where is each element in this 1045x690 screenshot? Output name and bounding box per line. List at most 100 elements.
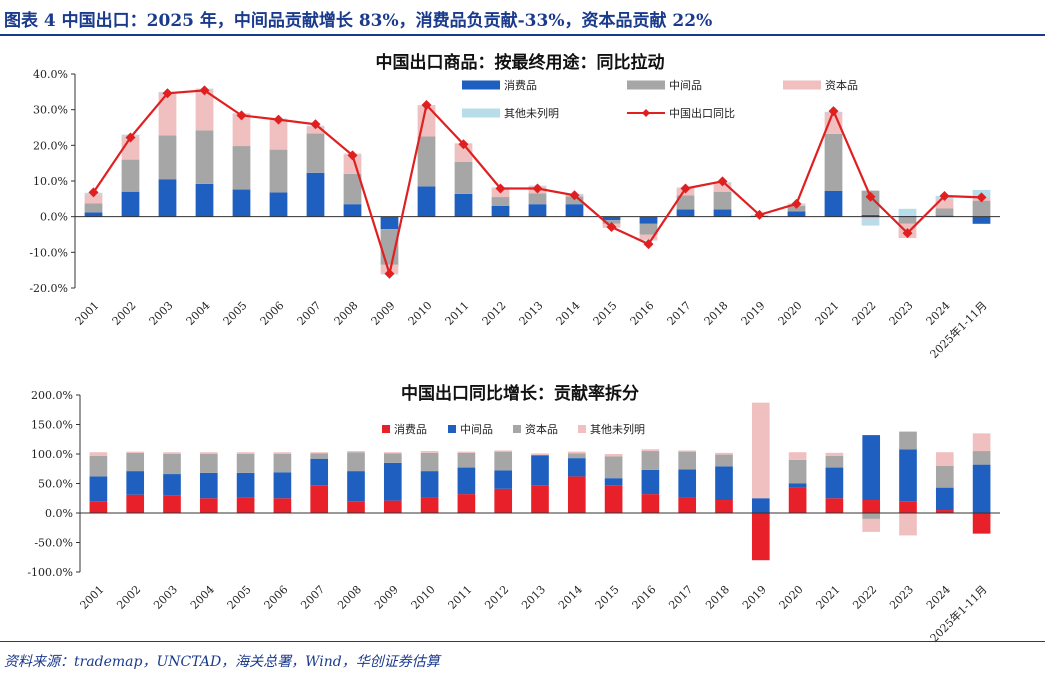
x-tick-label: 2011 — [443, 299, 472, 328]
x-tick-label: 2005 — [221, 299, 250, 328]
line-point — [976, 192, 987, 203]
line-point — [162, 88, 173, 99]
bar-segment — [862, 500, 881, 513]
y-tick-label: -10.0% — [29, 246, 68, 259]
y-tick-label: 100.0% — [31, 448, 73, 461]
bar-segment — [420, 451, 439, 453]
line-point — [199, 85, 210, 96]
x-tick-label: 2001 — [73, 299, 102, 328]
bar-segment — [604, 454, 623, 457]
y-tick-label: 0.0% — [45, 507, 73, 520]
bar-segment — [420, 497, 439, 513]
x-tick-label: 2014 — [554, 299, 583, 328]
bar-segment — [935, 208, 954, 216]
legend-label: 消费品 — [394, 422, 427, 436]
bar-segment — [89, 501, 108, 513]
bar-segment — [935, 452, 954, 466]
line-point — [88, 187, 99, 198]
bar-segment — [273, 472, 292, 499]
bar-segment — [306, 126, 325, 134]
y-tick-label: 30.0% — [33, 104, 68, 117]
legend-swatch — [448, 425, 456, 433]
legend-swatch-marker — [642, 109, 650, 117]
legend-swatch — [462, 80, 500, 90]
bar-segment — [121, 159, 140, 192]
bar-segment — [935, 199, 954, 209]
bar-segment — [604, 456, 623, 479]
bar-segment — [494, 488, 513, 513]
bar-segment — [676, 195, 695, 210]
bar-segment — [824, 190, 843, 217]
x-tick-label: 2007 — [298, 583, 327, 612]
bar-segment — [861, 216, 880, 219]
x-tick-label: 2006 — [262, 583, 291, 612]
bar-segment — [787, 211, 806, 217]
line-point — [606, 222, 617, 233]
bar-segment — [972, 200, 991, 217]
y-tick-label: 200.0% — [31, 389, 73, 402]
line-point — [754, 209, 765, 220]
line-point — [347, 150, 358, 161]
x-tick-label: 2016 — [628, 299, 657, 328]
bar-segment — [751, 402, 770, 499]
x-tick-label: 2015 — [593, 583, 622, 612]
line-point — [125, 132, 136, 143]
bar-segment — [195, 130, 214, 184]
bar-segment — [163, 452, 181, 454]
bar-segment — [494, 450, 513, 452]
line-point — [791, 198, 802, 209]
x-tick-label: 2019 — [739, 299, 768, 328]
x-tick-label: 2005 — [225, 583, 254, 612]
bar-segment — [713, 209, 732, 217]
bar-segment — [126, 471, 145, 495]
bar-segment — [899, 501, 917, 513]
bar-segment — [417, 136, 436, 187]
x-tick-label: 2015 — [591, 299, 620, 328]
line-point — [273, 114, 284, 125]
bar-segment — [565, 204, 584, 217]
legend-swatch — [783, 80, 821, 90]
x-tick-label: 2003 — [151, 583, 180, 612]
bar-segment — [158, 179, 177, 217]
x-tick-label: 2007 — [295, 299, 324, 328]
x-tick-label: 2012 — [482, 583, 511, 612]
x-tick-label: 2017 — [666, 583, 695, 612]
bar-segment — [678, 451, 697, 470]
bar-segment — [199, 452, 218, 454]
bar-segment — [343, 173, 362, 205]
bar-segment — [494, 470, 513, 489]
bar-segment — [89, 452, 108, 456]
line-point — [384, 268, 395, 279]
bar-segment — [158, 92, 177, 136]
bar-segment — [678, 450, 697, 452]
bar-segment — [383, 453, 402, 463]
bar-segment — [380, 216, 399, 230]
bar-segment — [862, 518, 881, 532]
bar-segment — [236, 452, 255, 454]
bar-segment — [232, 189, 251, 217]
bar-segment — [163, 495, 181, 513]
line-point — [865, 191, 876, 202]
chart-contribution-rate: 中国出口同比增长：贡献率拆分 -100.0% -50.0% 0.0% 50.0% 100.… — [27, 383, 1000, 645]
y-tick-label: 40.0% — [33, 68, 68, 81]
bar-segment — [639, 234, 658, 240]
x-tick-label: 2013 — [519, 583, 548, 612]
line-point — [569, 190, 580, 201]
x-tick-label: 2024 — [924, 583, 953, 612]
bar-segment — [567, 453, 586, 459]
bar-segment — [972, 464, 991, 513]
x-tick-label: 2024 — [924, 299, 953, 328]
bar-segment — [195, 89, 214, 131]
bar-segment — [751, 513, 770, 561]
legend-swatch — [627, 80, 665, 90]
bar-segment — [310, 458, 329, 486]
bar-segment — [935, 510, 954, 513]
bar-segment — [899, 513, 917, 536]
bar-segment — [602, 216, 621, 221]
x-tick-label: 2002 — [114, 583, 143, 612]
bar-segment — [306, 172, 325, 217]
bar-segment — [163, 474, 181, 496]
line-point — [717, 176, 728, 187]
bar-segment — [972, 451, 991, 465]
footer-rule — [0, 641, 1045, 642]
